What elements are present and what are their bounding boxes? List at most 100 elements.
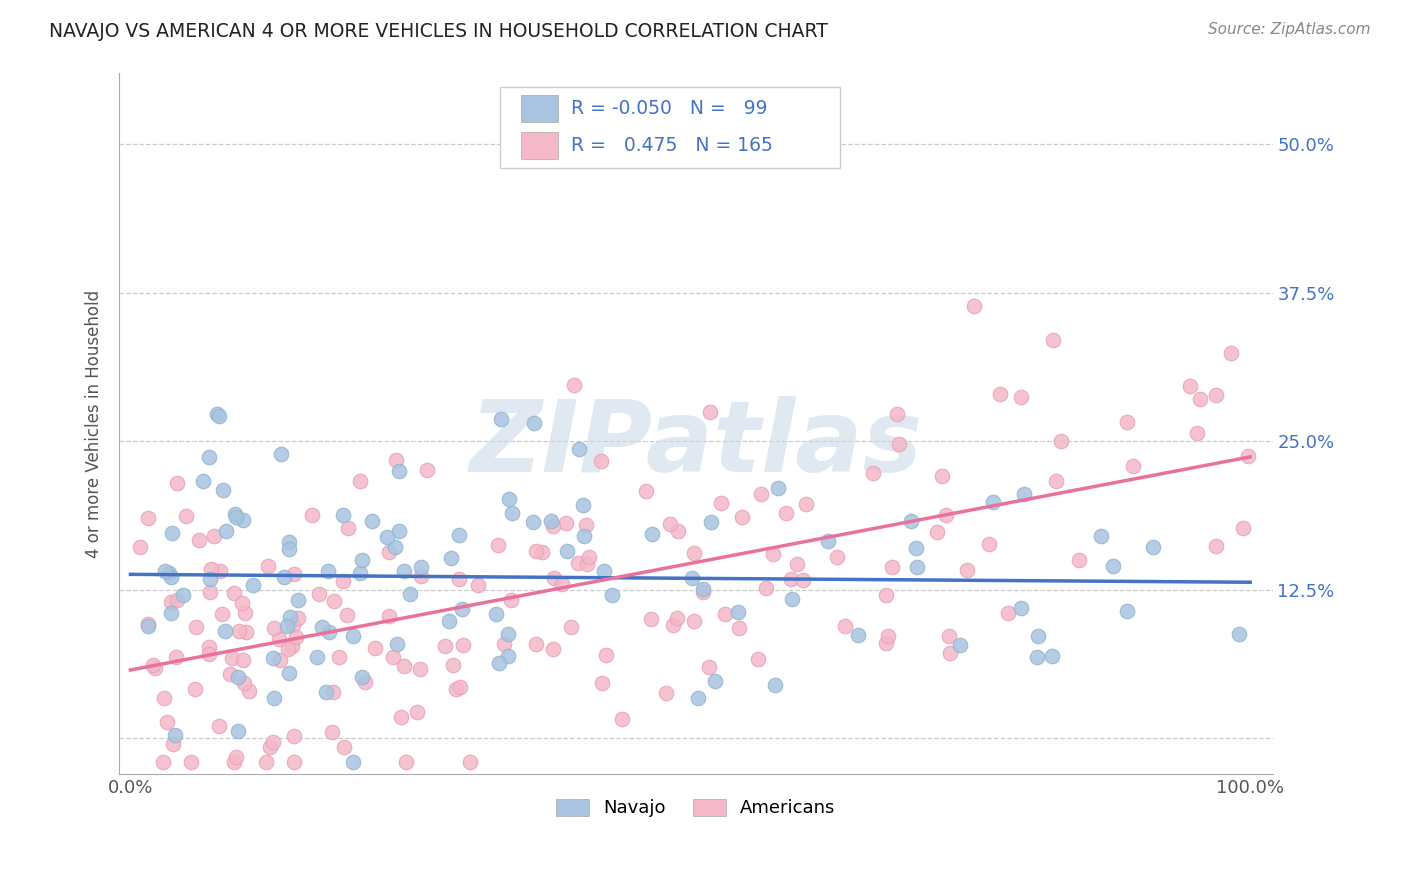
- Point: [755, 582, 778, 596]
- Point: [449, 680, 471, 694]
- Point: [352, 670, 374, 684]
- Point: [332, 574, 354, 589]
- Point: [654, 686, 676, 700]
- Point: [489, 412, 512, 426]
- Point: [977, 536, 1000, 550]
- Point: [263, 690, 285, 705]
- Point: [382, 649, 405, 664]
- Point: [159, 570, 181, 584]
- Point: [467, 577, 489, 591]
- Point: [981, 495, 1004, 509]
- Point: [905, 541, 928, 556]
- Point: [364, 640, 387, 655]
- Point: [405, 705, 427, 719]
- Point: [692, 582, 714, 596]
- Point: [231, 596, 253, 610]
- Point: [136, 511, 159, 525]
- Point: [485, 607, 508, 621]
- Point: [242, 577, 264, 591]
- Point: [1142, 540, 1164, 554]
- Point: [198, 640, 221, 654]
- Point: [233, 676, 256, 690]
- Point: [322, 685, 344, 699]
- Point: [988, 387, 1011, 401]
- Point: [311, 620, 333, 634]
- Point: [176, 508, 198, 523]
- Point: [531, 544, 554, 558]
- Point: [551, 577, 574, 591]
- Point: [221, 651, 243, 665]
- Point: [349, 474, 371, 488]
- Point: [212, 483, 235, 497]
- Point: [640, 611, 662, 625]
- Point: [394, 564, 416, 578]
- Point: [235, 625, 257, 640]
- Point: [226, 723, 249, 738]
- Point: [375, 530, 398, 544]
- Point: [441, 657, 464, 672]
- Point: [152, 691, 174, 706]
- Point: [766, 481, 789, 495]
- Point: [931, 469, 953, 483]
- Point: [488, 656, 510, 670]
- Point: [318, 624, 340, 639]
- Point: [1205, 388, 1227, 402]
- Point: [165, 649, 187, 664]
- Point: [727, 605, 749, 619]
- Point: [160, 594, 183, 608]
- Point: [281, 639, 304, 653]
- Point: [259, 740, 281, 755]
- Point: [731, 509, 754, 524]
- FancyBboxPatch shape: [520, 95, 558, 122]
- Point: [575, 517, 598, 532]
- Point: [567, 556, 589, 570]
- Point: [322, 594, 344, 608]
- Point: [1050, 434, 1073, 448]
- Point: [162, 525, 184, 540]
- Point: [191, 475, 214, 489]
- Point: [328, 649, 350, 664]
- Point: [409, 662, 432, 676]
- Point: [963, 299, 986, 313]
- Point: [794, 497, 817, 511]
- Point: [349, 566, 371, 580]
- Point: [215, 524, 238, 538]
- Point: [284, 630, 307, 644]
- Point: [156, 715, 179, 730]
- Point: [157, 566, 180, 581]
- Point: [560, 620, 582, 634]
- Point: [714, 607, 737, 621]
- Point: [232, 513, 254, 527]
- Point: [564, 377, 586, 392]
- Point: [610, 712, 633, 726]
- Point: [277, 534, 299, 549]
- Point: [395, 756, 418, 770]
- Point: [554, 516, 576, 530]
- Point: [152, 756, 174, 770]
- Point: [389, 710, 412, 724]
- Point: [208, 409, 231, 423]
- Point: [180, 756, 202, 770]
- Point: [184, 620, 207, 634]
- Point: [142, 657, 165, 672]
- Point: [444, 682, 467, 697]
- Point: [641, 526, 664, 541]
- Point: [876, 628, 898, 642]
- Point: [269, 653, 291, 667]
- Point: [1101, 559, 1123, 574]
- Point: [165, 728, 187, 742]
- Point: [283, 730, 305, 744]
- Point: [321, 724, 343, 739]
- Point: [287, 593, 309, 607]
- Point: [384, 540, 406, 554]
- Point: [1042, 333, 1064, 347]
- Point: [501, 592, 523, 607]
- Point: [1011, 600, 1033, 615]
- Point: [283, 618, 305, 632]
- Point: [846, 628, 869, 642]
- Point: [875, 589, 897, 603]
- Point: [128, 540, 150, 554]
- Text: Source: ZipAtlas.com: Source: ZipAtlas.com: [1208, 22, 1371, 37]
- Point: [595, 648, 617, 663]
- Point: [433, 639, 456, 653]
